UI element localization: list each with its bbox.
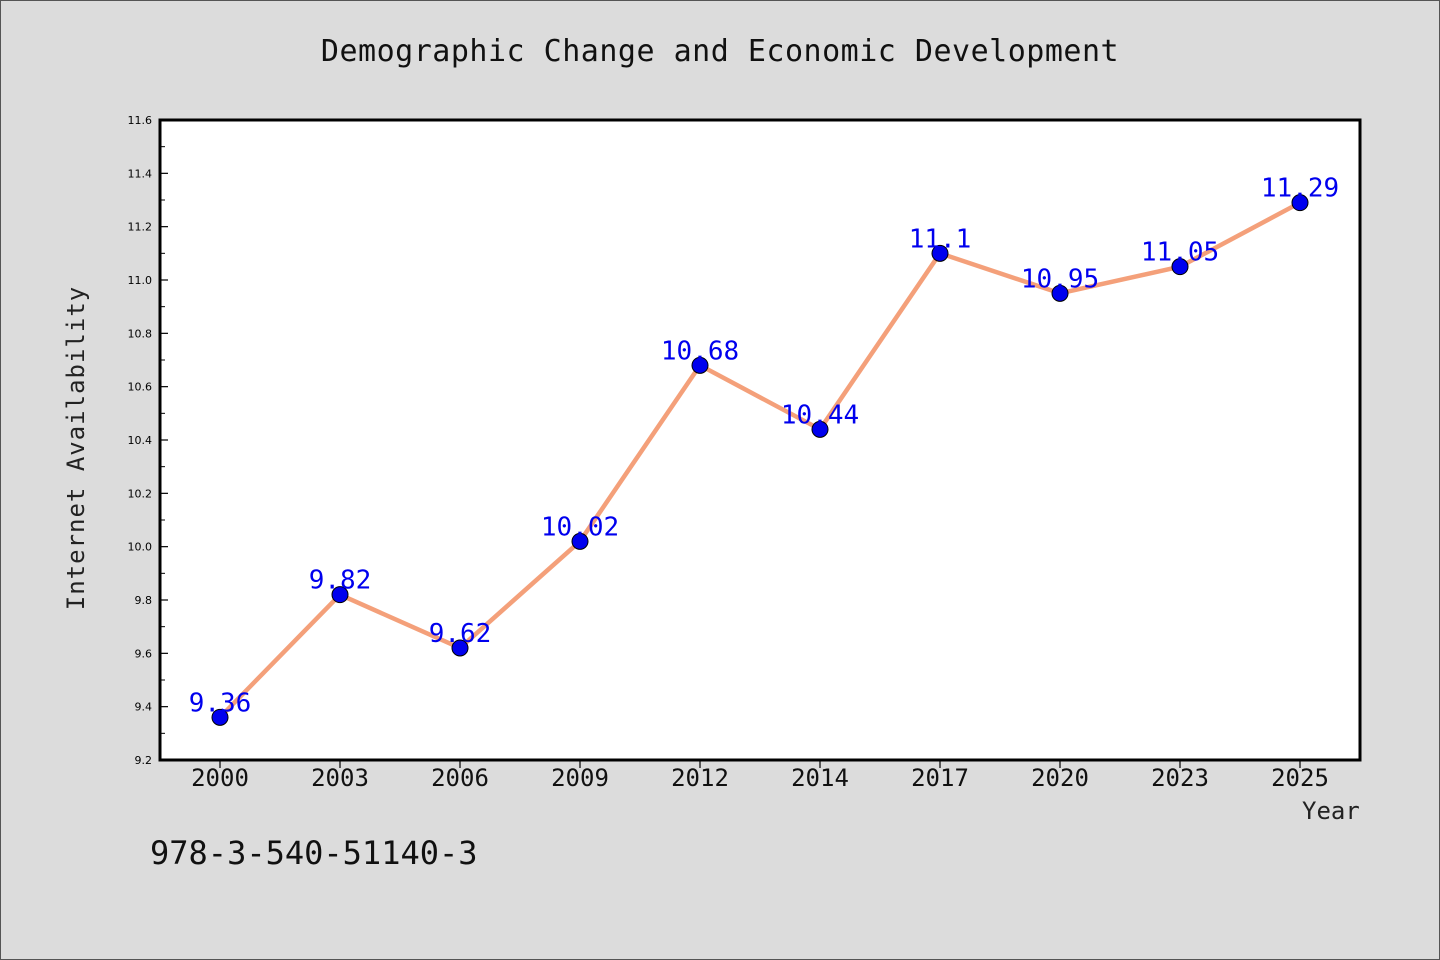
data-label: 10.44	[781, 400, 859, 430]
data-label: 10.68	[661, 336, 739, 366]
data-point	[451, 639, 469, 657]
x-axis-ticks: 2000 2003 2006 2009 2012 2014 2017 2020 2023 2025	[191, 760, 1329, 792]
x-tick-label: 2000	[191, 764, 249, 792]
chart-title: Demographic Change and Economic Developm…	[320, 34, 1120, 69]
data-labels: 9.36 9.82 9.62 10.02 10.68 10.44 11.1 10.95 11.0…	[189, 174, 1339, 719]
data-point	[331, 586, 349, 604]
y-tick-label: 11.6	[128, 114, 153, 127]
y-tick-label: 10.4	[128, 434, 153, 447]
y-tick-label: 9.4	[135, 701, 153, 714]
y-tick-label: 9.8	[135, 594, 153, 607]
y-tick-label: 10.0	[128, 541, 153, 554]
y-tick-label: 10.6	[128, 381, 153, 394]
x-tick-label: 2003	[311, 764, 369, 792]
data-point	[1291, 194, 1309, 212]
data-point	[1171, 258, 1189, 276]
x-tick-label: 2023	[1151, 764, 1209, 792]
data-point	[1051, 284, 1069, 302]
x-tick-label: 2014	[791, 764, 849, 792]
plot-area	[158, 118, 1362, 762]
data-label: 11.29	[1261, 174, 1339, 204]
data-markers	[211, 194, 1309, 726]
y-tick-label: 11.4	[128, 167, 153, 180]
x-axis-label: Year	[1302, 797, 1360, 825]
y-tick-label: 9.6	[135, 647, 153, 660]
x-tick-label: 2025	[1271, 764, 1329, 792]
data-label: 11.1	[909, 224, 972, 254]
data-label: 11.05	[1141, 238, 1219, 268]
series-line	[217, 200, 1303, 720]
data-label: 10.02	[541, 512, 619, 542]
data-point	[811, 420, 829, 438]
data-label: 10.95	[1021, 264, 1099, 294]
data-label: 9.36	[189, 688, 252, 718]
data-point	[211, 708, 229, 726]
y-tick-label: 10.2	[128, 487, 153, 500]
data-point	[571, 532, 589, 550]
data-point	[691, 356, 709, 374]
y-tick-label: 10.8	[128, 327, 153, 340]
y-tick-label: 11.2	[128, 221, 153, 234]
y-tick-label: 9.2	[135, 754, 153, 767]
x-tick-label: 2020	[1031, 764, 1089, 792]
x-tick-label: 2009	[551, 764, 609, 792]
y-axis-ticks: 9.2 9.4 9.6 9.8 10.0 10.2 10.4 10.6 10.8 11.0 11.2…	[128, 114, 168, 767]
x-tick-label: 2006	[431, 764, 489, 792]
isbn-annotation: 978-3-540-51140-3	[150, 834, 478, 872]
x-tick-label: 2012	[671, 764, 729, 792]
data-label: 9.62	[429, 619, 492, 649]
x-tick-label: 2017	[911, 764, 969, 792]
data-point	[931, 244, 949, 262]
data-label: 9.82	[309, 566, 372, 596]
y-tick-label: 11.0	[128, 274, 153, 287]
